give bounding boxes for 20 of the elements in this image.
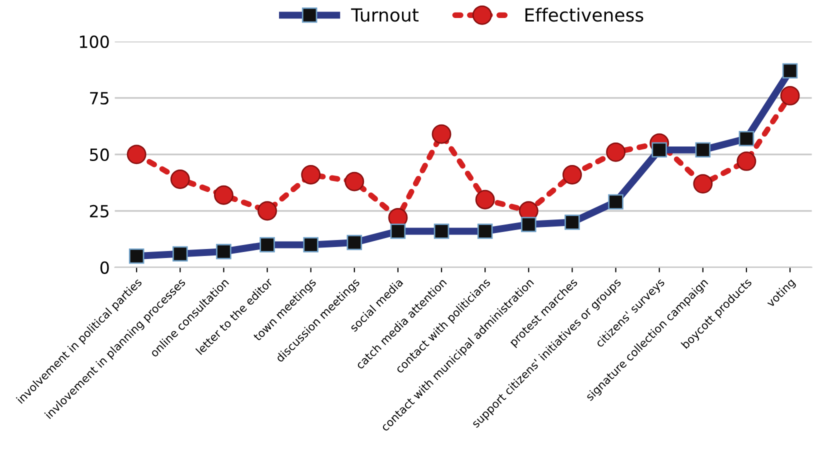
- point: [214, 185, 234, 205]
- y-tick-label: 50: [90, 148, 109, 162]
- point: [693, 174, 713, 194]
- point: [258, 201, 277, 221]
- point: [736, 151, 756, 171]
- y-tick-label: 100: [80, 35, 109, 48]
- point: [606, 142, 626, 162]
- point: [562, 165, 582, 184]
- y-tick-label: 25: [90, 204, 108, 218]
- point: [432, 124, 452, 144]
- legend-label: Turnout: [351, 8, 419, 22]
- point: [780, 86, 800, 106]
- point: [344, 172, 364, 192]
- legend-label: Effectiveness: [525, 8, 644, 22]
- y-tick-label: 75: [90, 92, 108, 105]
- point: [475, 190, 495, 210]
- y-tick-label: 0: [100, 261, 109, 274]
- point: [170, 170, 190, 190]
- point: [301, 165, 321, 184]
- point: [126, 144, 146, 164]
